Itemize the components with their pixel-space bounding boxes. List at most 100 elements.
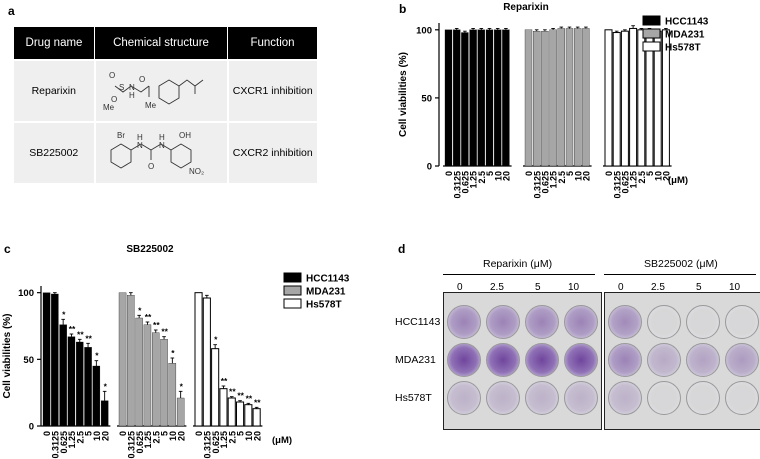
- significance-marker: **: [246, 393, 253, 403]
- structure-atom: S: [119, 83, 124, 92]
- colony-well: [486, 381, 520, 415]
- x-tick-label: 2.5: [637, 171, 647, 184]
- significance-marker: **: [229, 387, 236, 397]
- x-tick-label: 5: [160, 431, 170, 436]
- y-tick-label: 0: [29, 422, 34, 433]
- dose-label: 5: [696, 282, 702, 293]
- plate-group-title: Reparixin (μM): [483, 258, 553, 270]
- significance-marker: *: [104, 381, 108, 391]
- significance-marker: **: [69, 324, 76, 334]
- bar: [92, 365, 101, 427]
- legend-swatch: [642, 15, 661, 26]
- sb225002-structure-drawing: Br OH H N H N O NO₂: [110, 131, 204, 176]
- legend-swatch: [283, 285, 302, 296]
- colony-well: [525, 305, 559, 339]
- x-tick-label: 1.25: [219, 431, 229, 449]
- bar: [533, 31, 541, 167]
- structure-atom: OH: [179, 131, 191, 140]
- x-tick-label: 0.625: [211, 431, 221, 454]
- drug-name-cell: Reparixin: [14, 59, 96, 122]
- colony-well: [686, 381, 720, 415]
- x-tick-label: 2.5: [557, 171, 567, 184]
- header-drug-name: Drug name: [14, 27, 95, 60]
- units-label: (μM): [668, 175, 688, 186]
- colony-well: [608, 305, 642, 339]
- colony-well: [647, 305, 681, 339]
- colony-well: [725, 381, 759, 415]
- bar: [76, 341, 84, 427]
- bar: [461, 32, 469, 167]
- significance-marker: **: [85, 333, 92, 343]
- legend-swatch: [283, 272, 302, 283]
- x-tick-label: 0: [42, 431, 52, 436]
- legend-label: Hs578T: [665, 43, 701, 54]
- bar: [84, 347, 92, 427]
- plate-group-divider: [443, 274, 595, 275]
- structure-atom: Me: [103, 103, 115, 112]
- structure-atom: O: [139, 75, 145, 84]
- dose-label: 10: [568, 282, 580, 293]
- bar: [160, 339, 168, 427]
- x-tick-label: 0: [524, 171, 534, 176]
- x-tick-label: 0: [194, 431, 204, 436]
- significance-marker: *: [138, 305, 142, 315]
- bar: [127, 295, 135, 427]
- significance-marker: **: [153, 320, 160, 330]
- structure-atom: Br: [117, 131, 125, 140]
- dose-label: 2.5: [490, 282, 504, 293]
- colony-well: [564, 305, 598, 339]
- x-tick-label: 5: [485, 171, 495, 176]
- significance-marker: **: [161, 327, 168, 337]
- bar: [252, 408, 261, 427]
- x-tick-label: 2.5: [151, 431, 161, 444]
- cell-line-label: MDA231: [395, 354, 436, 366]
- bar: [194, 292, 203, 427]
- structure-atom: H: [137, 133, 143, 142]
- colony-well: [564, 381, 598, 415]
- bar: [604, 29, 613, 167]
- colony-well: [525, 343, 559, 377]
- dose-label: 0: [457, 282, 463, 293]
- x-tick-label: 20: [252, 431, 262, 441]
- colony-well: [525, 381, 559, 415]
- x-tick-label: 0.625: [621, 171, 631, 194]
- bar: [244, 404, 253, 427]
- significance-marker: **: [145, 312, 152, 322]
- chart-title: Reparixin: [503, 2, 549, 13]
- bar: [524, 29, 533, 167]
- bar: [574, 28, 582, 167]
- significance-marker: *: [180, 381, 184, 391]
- plate-group-divider: [604, 274, 756, 275]
- bar: [118, 292, 127, 427]
- colony-well: [647, 343, 681, 377]
- significance-marker: *: [171, 348, 175, 358]
- significance-marker: *: [95, 351, 99, 361]
- panel-letter-c: c: [4, 242, 11, 256]
- legend-swatch: [283, 298, 302, 309]
- colony-well: [447, 305, 481, 339]
- x-tick-label: 2.5: [477, 171, 487, 184]
- bar: [565, 28, 574, 167]
- table-row: Reparixin O O S H N O: [14, 59, 317, 122]
- panel-letter-d: d: [398, 242, 406, 256]
- drug-name-cell: SB225002: [14, 121, 96, 183]
- bar: [236, 401, 245, 427]
- x-tick-label: 0.625: [461, 171, 471, 194]
- structure-atom: Me: [145, 101, 157, 110]
- bar: [219, 388, 228, 427]
- x-tick-label: 1.25: [549, 171, 559, 189]
- x-tick-label: 10: [92, 431, 102, 441]
- x-tick-label: 0: [118, 431, 128, 436]
- colony-well: [486, 305, 520, 339]
- x-tick-label: 5: [236, 431, 246, 436]
- colony-well: [447, 343, 481, 377]
- structure-atom: O: [111, 95, 117, 104]
- bar: [100, 400, 109, 427]
- y-axis-label: Cell viabilities (%): [398, 52, 409, 137]
- x-tick-label: 10: [244, 431, 254, 441]
- x-tick-label: 0.625: [135, 431, 145, 454]
- x-tick-label: 1.25: [143, 431, 153, 449]
- bar: [135, 317, 143, 427]
- structure-atom: N: [159, 141, 165, 150]
